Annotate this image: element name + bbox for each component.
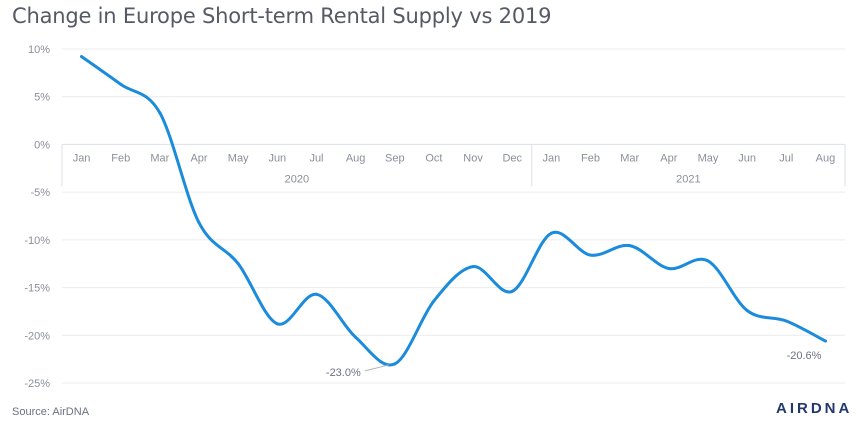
x-tick-label: Apr [190,152,207,164]
x-tick-label: Mar [620,152,639,164]
x-tick-label: May [228,152,249,164]
data-point [745,308,749,312]
series-line [80,55,827,367]
x-tick-label: Jan [73,152,91,164]
year-label: 2021 [676,173,700,185]
y-tick-label: -10% [24,235,50,247]
y-tick-label: 10% [28,44,50,56]
x-tick-label: Jul [309,152,323,164]
data-point [236,262,240,266]
x-axis: Jan Feb Mar Apr May Jun Jul Aug Sep Oct Nov Dec Jan F… [61,144,846,187]
data-point [432,299,436,303]
source-note: Source: AirDNA [12,406,90,418]
data-point [80,55,84,59]
x-tick-label: Jul [779,152,793,164]
data-point [158,111,162,115]
y-axis: 10% 5% 0% -5% -10% -15% -20% -25% [24,44,50,390]
data-point [471,265,475,269]
data-point [510,289,514,293]
x-tick-label: Feb [581,152,600,164]
x-tick-label: Jan [543,152,561,164]
data-point [197,221,201,225]
data-point [314,292,318,296]
data-point [784,319,788,323]
grid-lines [62,48,845,384]
x-tick-label: Aug [816,152,836,164]
x-tick-label: Aug [346,152,366,164]
data-point [628,244,632,248]
y-tick-label: -20% [24,330,50,342]
y-tick-label: 5% [34,92,50,104]
y-tick-label: -5% [30,187,50,199]
x-tick-label: Apr [660,152,677,164]
x-tick-label: Jun [268,152,286,164]
series-layer [80,55,827,367]
y-tick-label: -15% [24,283,50,295]
y-tick-label: -25% [24,378,50,390]
airdna-logo: AIRDNA [776,400,853,417]
y-tick-label: 0% [34,139,50,151]
x-tick-label: Dec [502,152,522,164]
data-point [393,362,397,366]
x-tick-label: Sep [385,152,405,164]
annotation-leader [364,364,389,372]
data-point [275,322,279,326]
x-tick-label: Feb [111,152,130,164]
data-point [706,259,710,263]
annotation-label: -20.6% [787,350,822,362]
data-point [667,266,671,270]
data-point [549,231,553,235]
x-tick-label: Mar [150,152,169,164]
data-point [119,82,123,86]
x-tick-label: Oct [425,152,442,164]
year-label: 2020 [285,173,309,185]
chart-title: Change in Europe Short-term Rental Suppl… [12,4,552,28]
data-point [354,335,358,339]
x-tick-label: Nov [463,152,483,164]
x-tick-label: Jun [738,152,756,164]
annotations-layer: -23.0% -20.6% [326,350,822,379]
data-point [823,339,827,343]
annotation-label: -23.0% [326,367,361,379]
data-point [589,253,593,257]
x-tick-label: May [698,152,719,164]
